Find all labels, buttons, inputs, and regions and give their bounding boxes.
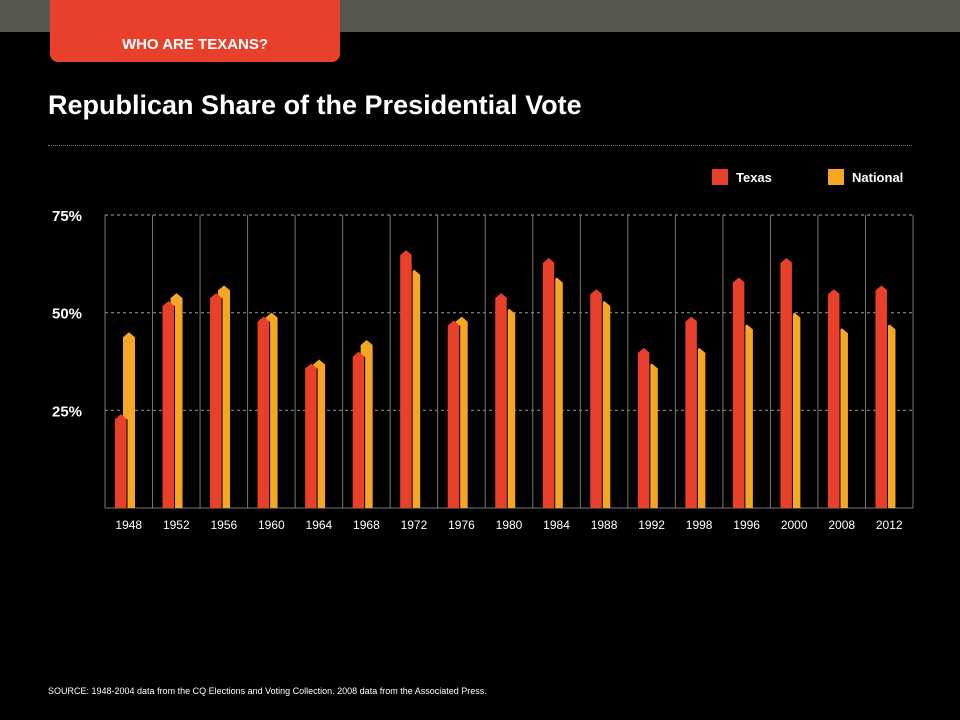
texas-bar — [732, 277, 745, 508]
x-tick-label: 1992 — [638, 518, 665, 532]
texas-bar — [590, 289, 603, 508]
texas-bar — [827, 289, 840, 508]
chart-title: Republican Share of the Presidential Vot… — [48, 90, 582, 120]
x-tick-label: 1948 — [115, 518, 142, 532]
texas-bar — [305, 363, 318, 508]
legend-texas-label: Texas — [736, 169, 772, 185]
x-tick-label: 1980 — [496, 518, 523, 532]
y-tick-label: 50% — [52, 306, 82, 323]
legend-national-swatch — [828, 169, 844, 185]
texas-bar — [210, 293, 223, 508]
texas-bar — [685, 316, 698, 508]
source-note: SOURCE: 1948-2004 data from the CQ Elect… — [48, 686, 487, 696]
title-divider — [48, 145, 912, 146]
texas-bar — [115, 414, 127, 508]
legend-texas-swatch — [712, 169, 728, 185]
y-tick-label: 25% — [52, 403, 82, 420]
x-tick-label: 2008 — [828, 518, 855, 532]
x-tick-label: 1996 — [733, 518, 760, 532]
x-tick-label: 1972 — [401, 518, 428, 532]
x-tick-label: 1960 — [258, 518, 285, 532]
texas-bar — [400, 250, 413, 508]
texas-bar — [352, 351, 365, 508]
y-tick-label: 75% — [52, 208, 82, 225]
x-tick-label: 1976 — [448, 518, 475, 532]
texas-bar — [542, 257, 555, 508]
legend-national-label: National — [852, 169, 904, 185]
x-tick-label: 1968 — [353, 518, 380, 532]
texas-bar — [637, 347, 650, 508]
x-tick-label: 1964 — [306, 518, 333, 532]
x-tick-label: 2012 — [876, 518, 903, 532]
section-tag: WHO ARE TEXANS? — [50, 0, 340, 62]
x-tick-label: 1952 — [163, 518, 190, 532]
texas-bar — [495, 293, 508, 508]
legend-texas: Texas — [712, 169, 772, 185]
texas-bar — [780, 257, 793, 508]
texas-bar — [447, 320, 460, 508]
legend-national: National — [828, 169, 903, 185]
texas-bar — [875, 285, 888, 508]
x-tick-label: 2000 — [781, 518, 808, 532]
x-tick-label: 1998 — [686, 518, 713, 532]
x-tick-label: 1956 — [210, 518, 237, 532]
x-tick-label: 1984 — [543, 518, 570, 532]
texas-bar — [257, 316, 270, 508]
texas-bar — [162, 300, 175, 508]
x-tick-label: 1988 — [591, 518, 618, 532]
